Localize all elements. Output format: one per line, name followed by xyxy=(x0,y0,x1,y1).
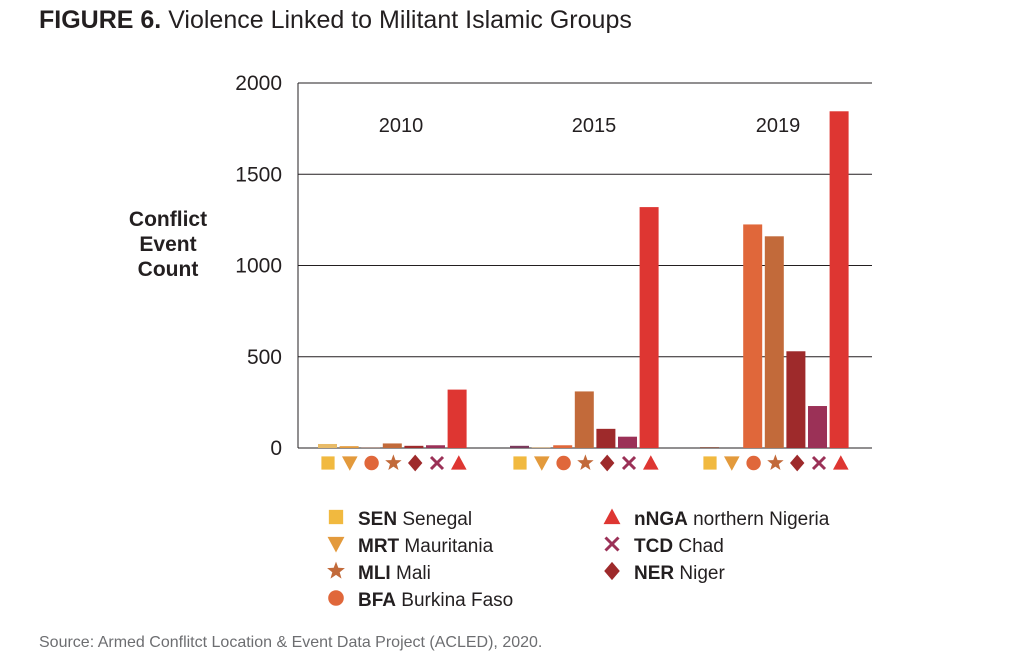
marker-bfa-icon xyxy=(556,455,571,471)
source-label: Source: xyxy=(39,634,95,651)
marker-ner-icon xyxy=(790,454,805,472)
group-label-2015: 2015 xyxy=(572,115,617,137)
legend-entry-tcd: TCD Chad xyxy=(634,536,724,557)
marker-ner-icon xyxy=(600,454,615,472)
bar-extra-2019 xyxy=(700,447,719,448)
legend-entry-nnga: nNGA northern Nigeria xyxy=(634,509,830,530)
y-tick-label: 0 xyxy=(270,437,282,460)
bar-NER-2010 xyxy=(404,445,424,448)
bar-TCD-2015 xyxy=(618,436,637,448)
bar-BFA-2019 xyxy=(743,224,763,448)
bar-TCD-2010 xyxy=(426,445,445,448)
marker-tcd-icon xyxy=(621,455,637,471)
marker-mrt-icon xyxy=(724,456,740,471)
marker-mrt-icon xyxy=(534,456,550,471)
legend-sen-icon xyxy=(328,509,344,525)
bar-nNGA-2019 xyxy=(829,111,849,448)
legend-entry-mli: MLI Mali xyxy=(358,563,431,584)
marker-tcd-icon xyxy=(429,455,445,471)
legend-mrt-icon xyxy=(327,536,345,553)
bar-extra-2015 xyxy=(510,445,529,448)
bar-NER-2019 xyxy=(786,351,806,448)
bar-NER-2015 xyxy=(596,428,616,448)
marker-nnga-icon xyxy=(451,455,467,470)
legend-mli-icon xyxy=(327,561,345,579)
bar-MLI-2010 xyxy=(382,443,402,448)
y-axis-label: Event xyxy=(139,233,196,256)
marker-mrt-icon xyxy=(342,456,358,471)
legend-bfa-icon xyxy=(328,590,344,606)
y-tick-label: 1000 xyxy=(235,255,282,278)
group-label-2019: 2019 xyxy=(756,115,801,137)
marker-sen-icon xyxy=(321,456,335,470)
legend-entry-ner: NER Niger xyxy=(634,563,725,584)
bar-nNGA-2015 xyxy=(639,207,659,448)
bar-MRT-2010 xyxy=(339,446,359,448)
marker-bfa-icon xyxy=(364,455,379,471)
legend-nnga-icon xyxy=(603,508,621,525)
bar-BFA-2015 xyxy=(553,445,573,448)
marker-sen-icon xyxy=(513,456,527,470)
marker-mli-icon xyxy=(577,454,594,470)
legend-entry-bfa: BFA Burkina Faso xyxy=(358,590,513,611)
bar-MLI-2019 xyxy=(764,236,784,448)
marker-nnga-icon xyxy=(643,455,659,470)
legend-entry-sen: SEN Senegal xyxy=(358,509,472,530)
marker-sen-icon xyxy=(703,456,717,470)
figure-title: FIGURE 6. Violence Linked to Militant Is… xyxy=(39,6,632,35)
marker-mli-icon xyxy=(767,454,784,470)
marker-bfa-icon xyxy=(746,455,761,471)
y-tick-label: 500 xyxy=(247,346,282,369)
marker-nnga-icon xyxy=(833,455,849,470)
bar-extra-2010 xyxy=(318,443,337,448)
bar-MLI-2015 xyxy=(574,391,594,448)
bar-nNGA-2010 xyxy=(447,389,467,448)
legend-entry-mrt: MRT Mauritania xyxy=(358,536,494,557)
y-axis-label: Conflict xyxy=(129,208,207,231)
y-axis-label: Count xyxy=(138,258,199,281)
source-note: Source: Armed Conflitct Location & Event… xyxy=(39,634,542,652)
marker-tcd-icon xyxy=(811,455,827,471)
legend-tcd-icon xyxy=(604,536,620,552)
figure-number: FIGURE 6. xyxy=(39,6,162,34)
marker-mli-icon xyxy=(385,454,402,470)
y-tick-label: 1500 xyxy=(235,163,282,186)
figure-title-text: Violence Linked to Militant Islamic Grou… xyxy=(161,6,632,34)
bar-TCD-2019 xyxy=(808,406,827,448)
marker-ner-icon xyxy=(408,454,423,472)
y-tick-label: 2000 xyxy=(235,72,282,95)
legend-ner-icon xyxy=(604,561,620,581)
group-label-2010: 2010 xyxy=(379,115,424,137)
source-text: Armed Conflitct Location & Event Data Pr… xyxy=(94,634,543,651)
